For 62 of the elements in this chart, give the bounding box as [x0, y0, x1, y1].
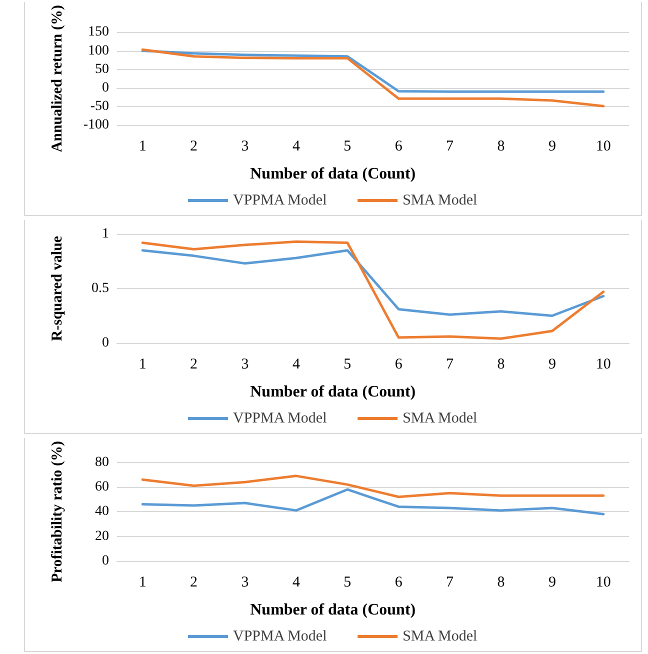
x-tick-label: 9 [548, 138, 556, 154]
legend-label: VPPMA Model [232, 628, 327, 644]
x-tick-label: 4 [292, 356, 300, 372]
x-tick-label: 10 [596, 356, 611, 372]
legend-label: SMA Model [402, 192, 478, 208]
y-tick-label: 0 [102, 80, 109, 96]
x-tick-label: 3 [241, 138, 249, 154]
y-tick-label: 150 [88, 24, 109, 40]
y-axis-title: Annualized return (%) [50, 4, 66, 152]
y-tick-label: -100 [83, 118, 109, 132]
x-tick-label: 7 [446, 138, 454, 154]
x-tick-label: 5 [344, 138, 352, 154]
line-series [141, 50, 605, 93]
x-axis-title: Number of data (Count) [250, 602, 416, 618]
line-series [141, 48, 605, 108]
y-tick-label: -50 [90, 98, 109, 114]
x-tick-label: 8 [497, 138, 505, 154]
line-series [141, 488, 605, 516]
line-series [141, 249, 605, 317]
y-axis-title: R-squared value [50, 236, 66, 342]
legend-label: VPPMA Model [232, 192, 327, 208]
x-tick-label: 4 [292, 138, 300, 154]
y-axis-title: Profitability ratio (%) [50, 440, 66, 582]
x-axis-title: Number of data (Count) [250, 166, 416, 182]
x-tick-label: 3 [241, 356, 249, 372]
x-tick-label: 9 [548, 574, 556, 590]
line-series [141, 240, 605, 340]
y-tick-label: 80 [95, 454, 109, 470]
legend-label: SMA Model [402, 628, 478, 644]
x-tick-label: 2 [190, 138, 198, 154]
y-tick-label: 100 [88, 43, 109, 58]
x-tick-label: 7 [446, 574, 454, 590]
y-tick-label: 0 [102, 554, 109, 568]
x-tick-label: 1 [138, 356, 146, 372]
x-tick-label: 6 [394, 356, 403, 372]
y-tick-label: 0.5 [92, 281, 109, 296]
y-tick-label: 0 [102, 336, 109, 350]
x-tick-label: 1 [138, 138, 146, 154]
x-tick-label: 9 [548, 356, 556, 372]
x-tick-label: 5 [344, 574, 352, 590]
x-tick-label: 6 [394, 574, 403, 590]
x-tick-label: 8 [497, 574, 505, 590]
x-tick-label: 3 [241, 574, 249, 590]
y-tick-label: 50 [95, 62, 109, 77]
x-tick-label: 10 [596, 574, 611, 590]
line-series [141, 474, 605, 498]
legend-label: SMA Model [402, 410, 478, 426]
x-tick-label: 5 [344, 356, 352, 372]
x-tick-label: 2 [190, 356, 198, 372]
x-tick-label: 8 [497, 356, 505, 372]
y-tick-label: 40 [95, 504, 109, 520]
x-tick-label: 10 [596, 138, 611, 154]
x-tick-label: 4 [292, 574, 300, 590]
x-tick-label: 7 [446, 356, 454, 372]
x-tick-label: 1 [138, 574, 146, 590]
y-tick-label: 1 [102, 226, 109, 242]
x-tick-label: 6 [394, 138, 403, 154]
legend-label: VPPMA Model [232, 410, 327, 426]
y-tick-label: 60 [95, 480, 109, 495]
y-tick-label: 20 [95, 528, 109, 544]
x-axis-title: Number of data (Count) [250, 384, 416, 400]
x-tick-label: 2 [190, 574, 198, 590]
